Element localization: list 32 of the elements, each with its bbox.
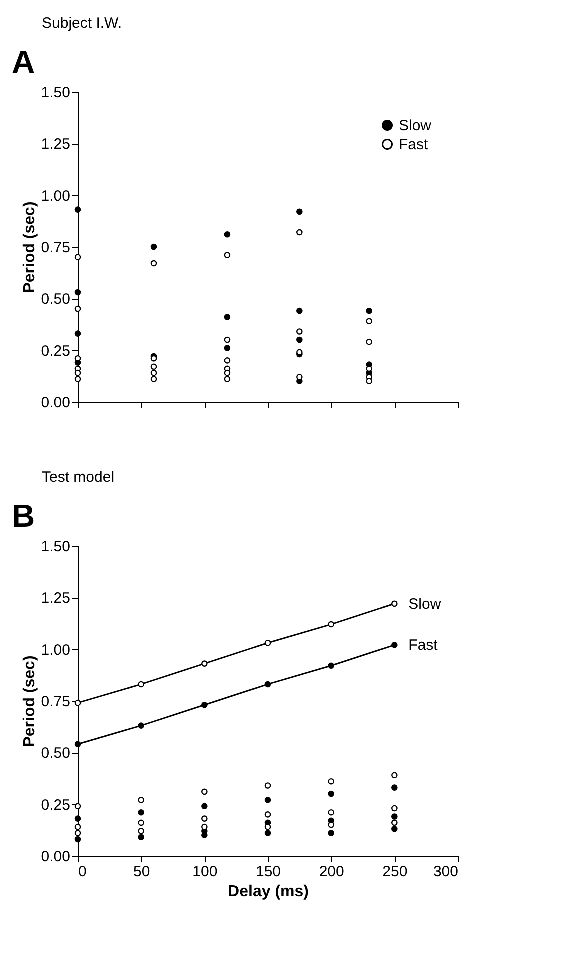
y-tick-label: 1.00 bbox=[41, 642, 70, 659]
y-tick-label: 0.50 bbox=[41, 291, 70, 308]
y-tick-label: 0.25 bbox=[41, 796, 70, 814]
x-tick-label: 250 bbox=[382, 864, 408, 880]
chart-title: Subject I.W. bbox=[42, 15, 122, 32]
x-tick-label: 200 bbox=[319, 864, 344, 880]
text: A bbox=[12, 44, 36, 80]
legend-label: Slow bbox=[399, 118, 432, 134]
chart-title: Test model bbox=[42, 469, 115, 486]
text: B bbox=[12, 498, 36, 534]
y-tick-label: 0.50 bbox=[41, 745, 70, 762]
y-tick-label: 0.75 bbox=[41, 240, 70, 256]
legend-label: Fast bbox=[399, 136, 430, 154]
y-tick-label: 1.25 bbox=[41, 590, 70, 608]
y-tick-label: 0.75 bbox=[41, 694, 70, 710]
y-tick-label: 0.00 bbox=[41, 394, 70, 412]
series-label: Slow bbox=[408, 596, 442, 613]
y-tick-label: 1.00 bbox=[41, 188, 70, 205]
x-axis-title: Delay (ms) bbox=[228, 884, 309, 900]
y-axis-title: Period (sec) bbox=[21, 656, 38, 748]
x-tick-label: 100 bbox=[192, 864, 218, 880]
y-tick-label: 1.50 bbox=[41, 84, 70, 102]
y-tick-label: 0.25 bbox=[41, 342, 70, 360]
y-tick-label: 1.50 bbox=[41, 538, 70, 556]
y-tick-label: 0.00 bbox=[41, 848, 70, 866]
y-axis-title: Period (sec) bbox=[21, 202, 38, 294]
series-label: Fast bbox=[408, 637, 439, 654]
x-tick-label: 300 bbox=[433, 864, 458, 880]
x-tick-label: 50 bbox=[133, 864, 150, 880]
y-tick-label: 1.25 bbox=[41, 136, 70, 154]
x-tick-label: 150 bbox=[256, 864, 282, 880]
x-tick-label: 0 bbox=[78, 864, 87, 880]
